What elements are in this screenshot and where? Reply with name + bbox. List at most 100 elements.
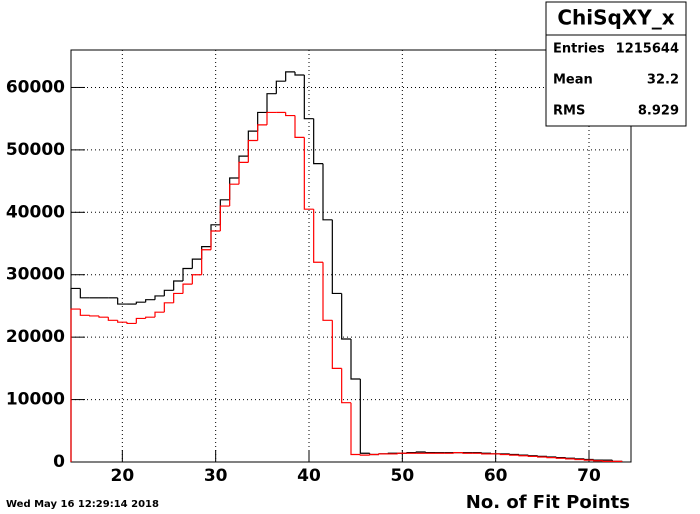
histogram-bin (247, 139, 258, 163)
histogram-bin (219, 205, 230, 232)
x-tick-label: 60 (484, 466, 508, 486)
histogram-bin (182, 267, 193, 281)
histogram-bin (201, 249, 211, 275)
histogram-bin (453, 452, 463, 454)
histogram-bin (574, 458, 585, 460)
histogram-bin (322, 262, 333, 321)
histogram-bin (238, 161, 249, 185)
histogram-bin (154, 295, 165, 300)
y-tick-label: 60000 (6, 77, 65, 97)
histogram-bin (583, 459, 594, 461)
histogram-bin (294, 115, 305, 138)
histogram-bin (154, 311, 165, 318)
histogram-bin (98, 315, 109, 318)
histogram-bin (359, 454, 370, 456)
histogram-bin (79, 309, 90, 316)
histogram-bin (462, 452, 473, 454)
histogram-bin (191, 274, 202, 285)
histogram-bin (313, 209, 323, 263)
histogram-bin (79, 288, 90, 299)
histogram-bin (425, 452, 435, 454)
histogram-bin (117, 320, 127, 323)
histogram-bin (509, 453, 519, 456)
histogram-bin (378, 453, 389, 455)
histogram-bin (509, 454, 519, 456)
histogram-bin (527, 455, 538, 457)
histogram-bin (247, 130, 258, 157)
histogram-bin (266, 111, 277, 125)
y-tick-label: 50000 (6, 140, 65, 160)
histogram-bin (602, 460, 613, 462)
y-tick-label: 10000 (6, 390, 65, 410)
x-tick-label: 50 (390, 466, 414, 486)
histogram-bin (275, 80, 286, 94)
y-tick-label: 20000 (6, 327, 65, 347)
histogram-bin (257, 124, 267, 141)
histogram-bin (350, 339, 361, 380)
histogram-bin (612, 460, 623, 462)
y-tick-label: 30000 (6, 265, 65, 285)
histogram-bin (574, 458, 585, 461)
histogram-bin (173, 292, 183, 303)
x-axis-label: No. of Fit Points (466, 492, 630, 513)
x-tick-label: 20 (110, 466, 134, 486)
histogram-bin (518, 455, 529, 457)
histogram-bin (210, 224, 221, 247)
histogram-bin (303, 74, 314, 120)
histogram-bin (555, 457, 566, 459)
histogram-bin (499, 453, 510, 456)
histogram-bin (546, 456, 557, 458)
histogram-bin (163, 302, 174, 313)
histogram-bin (518, 454, 529, 456)
stats-label: Entries (553, 42, 605, 57)
stats-title: ChiSqXY_x (557, 6, 674, 30)
histogram-bin (107, 317, 118, 321)
histogram-bin (397, 452, 407, 454)
histogram-bin (294, 71, 305, 76)
histogram-bin (219, 199, 230, 225)
histogram-bin (182, 283, 193, 294)
histogram-bin (593, 459, 603, 461)
histogram-bin (527, 455, 538, 457)
stats-box: ChiSqXY_x Entries 1215644 Mean 32.2 RMS … (545, 1, 687, 127)
histogram-bin (565, 458, 575, 460)
stats-value: 8.929 (638, 104, 679, 119)
histogram-bin (70, 287, 81, 462)
histogram-bin (229, 183, 239, 207)
histogram-bin (313, 118, 323, 165)
x-tick-label: 40 (297, 466, 321, 486)
histogram-bin (173, 280, 183, 291)
histogram-bin (350, 402, 361, 456)
histogram-bin (229, 177, 239, 200)
histogram-bin (285, 112, 295, 117)
histogram-bin (546, 457, 557, 459)
histogram-bin (238, 155, 249, 178)
histogram-bin (537, 456, 547, 458)
stats-label: RMS (553, 104, 585, 119)
histogram-bin (481, 452, 491, 454)
stats-value: 32.2 (647, 73, 679, 88)
histogram-bin (537, 455, 547, 457)
histogram-bin (555, 457, 566, 459)
y-tick-label: 0 (53, 452, 65, 472)
histogram-bin (191, 258, 202, 269)
histogram-bin (369, 453, 379, 456)
stats-label: Mean (553, 73, 593, 88)
histogram-bin (331, 320, 342, 369)
histogram-bin (359, 378, 370, 454)
histogram-bin (145, 316, 155, 319)
stats-value: 1215644 (616, 42, 679, 57)
y-tick-label: 40000 (6, 202, 65, 222)
histogram-bin (117, 297, 127, 305)
histogram-bin (135, 301, 146, 305)
histogram-bin (89, 315, 99, 317)
histogram-bin (163, 289, 174, 296)
histogram-bin (593, 460, 603, 462)
histogram-bin (70, 308, 81, 462)
histogram-bin (135, 317, 146, 324)
histogram-bin (565, 457, 575, 459)
x-tick-label: 70 (577, 466, 601, 486)
histogram-bin (145, 299, 155, 303)
timestamp: Wed May 16 12:29:14 2018 (6, 499, 159, 510)
